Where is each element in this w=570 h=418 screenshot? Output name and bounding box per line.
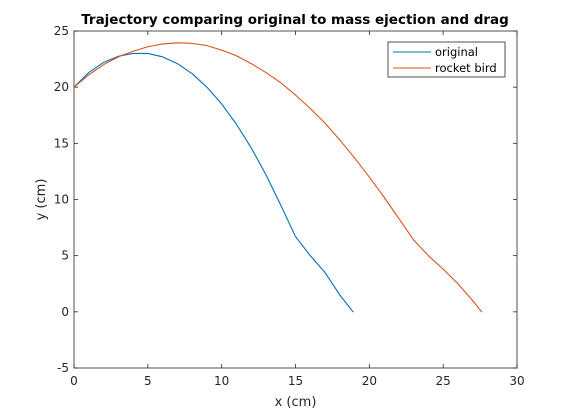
y-tick-label: 0: [61, 305, 69, 319]
y-tick-label: 5: [61, 249, 69, 263]
chart-title: Trajectory comparing original to mass ej…: [81, 12, 509, 28]
legend: original rocket bird: [387, 41, 506, 78]
y-tick-label: 15: [54, 136, 69, 150]
y-tick-label: -5: [57, 361, 69, 375]
y-tick-label: 25: [54, 24, 69, 38]
legend-label-rocket-bird: rocket bird: [435, 61, 497, 75]
x-tick-label: 10: [214, 374, 229, 388]
legend-box: [387, 41, 506, 78]
x-tick-label: 5: [144, 374, 152, 388]
y-tick-label: 10: [54, 193, 69, 207]
x-tick-label: 30: [509, 374, 524, 388]
plot-area: [73, 30, 518, 369]
x-tick-label: 20: [362, 374, 377, 388]
y-axis-ticks: -5 0 5 10 15 20 25: [54, 24, 517, 375]
x-axis-ticks: 0 5 10 15 20 25 30: [70, 31, 525, 388]
y-axis-label: y (cm): [34, 179, 49, 221]
x-tick-label: 25: [436, 374, 451, 388]
x-axis-label: x (cm): [275, 395, 317, 410]
legend-label-original: original: [435, 45, 478, 59]
series-line-rocket-bird: [73, 42, 483, 313]
series-lines: [73, 42, 483, 313]
x-tick-label: 15: [288, 374, 303, 388]
x-tick-label: 0: [70, 374, 78, 388]
y-tick-label: 20: [54, 80, 69, 94]
